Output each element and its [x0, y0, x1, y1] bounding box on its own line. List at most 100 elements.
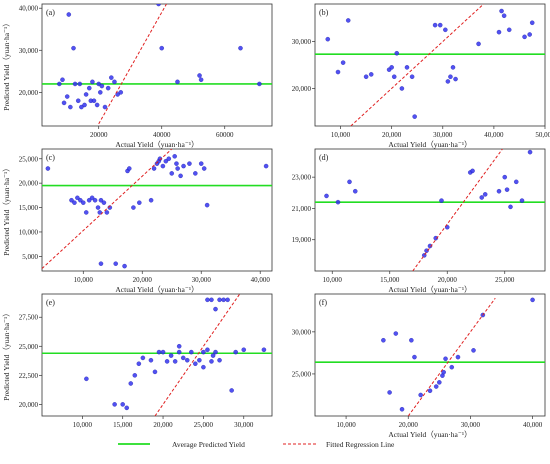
plot-frame: [314, 293, 546, 417]
data-point: [197, 73, 202, 78]
data-point: [432, 22, 438, 28]
data-point: [201, 349, 206, 355]
fitted-regression-line: [350, 4, 485, 126]
data-point: [148, 357, 154, 363]
y-tick-label: 30,000: [292, 38, 312, 46]
data-point: [205, 297, 210, 303]
x-tick-label: 20,000: [399, 421, 419, 429]
y-tick-label: 15,000: [19, 204, 39, 212]
data-point: [180, 355, 186, 361]
y-tick-label: 30,000: [292, 328, 312, 336]
data-point: [78, 197, 83, 203]
data-point: [159, 45, 164, 51]
x-tick-label: 30,000: [192, 276, 212, 284]
data-point: [124, 405, 129, 411]
plot-frame: [314, 3, 546, 127]
data-point: [98, 261, 104, 266]
data-point: [94, 102, 100, 108]
data-point: [427, 243, 433, 249]
x-axis-label: Actual Yield（yuan·ha⁻¹）: [388, 285, 471, 294]
data-point: [412, 354, 417, 360]
data-point: [105, 85, 111, 91]
data-point: [75, 98, 81, 104]
data-point: [166, 156, 172, 162]
data-point: [69, 197, 74, 203]
data-point: [209, 297, 214, 303]
data-point: [412, 114, 417, 119]
x-tick-label: 10,000: [74, 276, 94, 284]
y-tick-label: 25,000: [292, 370, 312, 378]
data-point: [453, 76, 458, 82]
data-point: [72, 200, 77, 205]
legend-fit-label: Fitted Regression Line: [326, 440, 395, 449]
x-tick-label: 60000: [216, 131, 234, 139]
data-point: [95, 205, 101, 210]
data-point: [168, 353, 174, 358]
y-axis-label: Predicted Yield（yuan·ha⁻¹）: [2, 164, 11, 256]
data-point: [164, 359, 170, 364]
data-point: [213, 306, 218, 312]
data-point: [506, 27, 512, 33]
panel-label: (b): [319, 8, 329, 17]
data-point: [257, 81, 262, 87]
panel-label: (f): [319, 298, 327, 307]
x-tick-label: 15,000: [113, 421, 133, 429]
data-point: [387, 390, 392, 395]
x-tick-label: 40000: [153, 131, 171, 139]
panel-f: 10,000 20,000 30,000 40,000 25,000 30,000 (f) A…: [292, 293, 546, 439]
data-point: [499, 8, 504, 14]
data-point: [120, 402, 125, 407]
data-point: [389, 65, 394, 70]
x-tick-label: 25,000: [495, 276, 515, 284]
data-point: [340, 60, 346, 65]
data-point: [527, 32, 532, 37]
data-point: [404, 65, 410, 70]
x-tick-label: 20000: [90, 131, 108, 139]
data-point: [172, 154, 177, 159]
panel-label: (a): [46, 8, 55, 17]
data-point: [335, 69, 341, 75]
data-point: [427, 388, 433, 394]
data-point: [335, 199, 341, 205]
data-point: [439, 198, 444, 203]
legend: Average Predicted Yield Fitted Regression…: [118, 440, 395, 449]
data-point: [185, 357, 190, 363]
x-tick-label: 40,000: [484, 131, 504, 139]
data-point: [504, 187, 510, 192]
data-point: [213, 349, 218, 355]
data-point: [238, 45, 243, 51]
x-tick-label: 20,000: [153, 421, 173, 429]
data-point: [449, 364, 455, 370]
data-point: [96, 81, 101, 87]
panel-d: 10,000 15,000 20,000 25,000 19,000 21,000 23,0…: [292, 148, 546, 294]
plot-frame: [41, 293, 273, 417]
data-point: [82, 102, 87, 108]
data-point: [118, 90, 124, 95]
data-point: [443, 27, 448, 33]
data-point: [60, 77, 65, 82]
data-point: [160, 163, 166, 169]
data-point: [352, 188, 358, 194]
data-point: [233, 349, 238, 355]
data-point: [496, 188, 502, 194]
data-point: [399, 407, 405, 412]
data-point: [72, 81, 78, 87]
data-point: [83, 92, 89, 97]
data-point: [102, 104, 108, 110]
data-point: [241, 347, 247, 353]
data-point: [181, 163, 186, 169]
data-point: [530, 297, 535, 303]
fitted-regression-line: [42, 149, 173, 269]
data-point: [445, 79, 451, 84]
data-point: [201, 166, 207, 171]
data-point: [156, 349, 162, 355]
x-axis-label: Actual Yield（yuan·ha⁻¹）: [115, 285, 198, 294]
plot-frame: [41, 148, 273, 272]
data-point: [87, 85, 92, 91]
data-point: [433, 235, 438, 241]
data-point: [140, 355, 146, 361]
data-point: [109, 75, 114, 80]
panel-label: (e): [46, 298, 55, 307]
data-point: [131, 205, 136, 210]
data-point: [136, 361, 142, 366]
